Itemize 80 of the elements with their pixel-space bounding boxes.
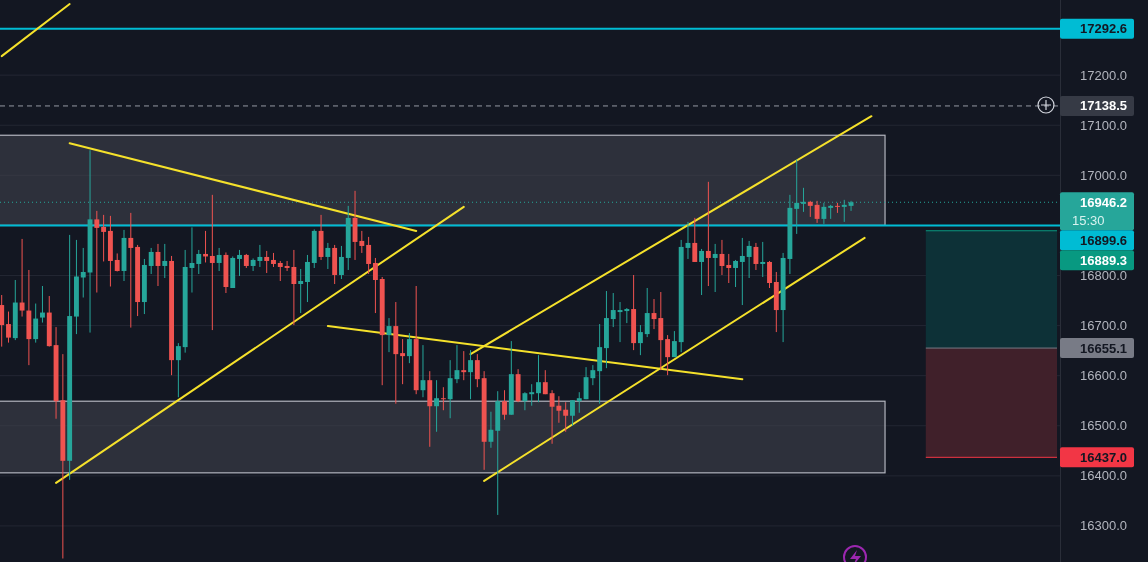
candlestick: [196, 249, 202, 275]
candlestick: [563, 401, 569, 433]
y-tick-label: 17000.0: [1080, 167, 1127, 183]
candlestick: [753, 242, 759, 271]
candlestick: [216, 247, 222, 272]
candlestick: [529, 383, 535, 407]
candlestick: [80, 247, 86, 299]
candlestick: [400, 338, 406, 385]
ref-line-label: 16899.6: [1080, 232, 1127, 248]
candlestick: [148, 247, 154, 275]
candlestick: [665, 334, 671, 376]
candlestick: [726, 253, 732, 284]
candlestick: [264, 250, 270, 274]
y-tick-label: 16500.0: [1080, 418, 1127, 434]
candlestick: [739, 237, 745, 306]
candlestick: [610, 292, 616, 328]
candlestick: [0, 294, 5, 348]
y-tick-label: 16800.0: [1080, 268, 1127, 284]
candlestick: [237, 249, 242, 277]
candlestick: [522, 391, 528, 411]
candlestick: [19, 238, 25, 318]
candlestick: [33, 303, 39, 344]
y-tick-label: 16400.0: [1080, 468, 1127, 484]
candlestick: [175, 342, 181, 398]
ref-line-label: 17292.6: [1080, 21, 1127, 37]
candlestick: [488, 411, 494, 449]
candlestick: [298, 268, 304, 314]
candlestick: [644, 287, 650, 338]
candlestick: [570, 399, 575, 427]
candlestick: [814, 200, 820, 224]
candlestick: [305, 254, 310, 303]
candlestick: [705, 181, 711, 287]
ref-line-label: 16889.3: [1080, 252, 1127, 268]
candlestick: [6, 311, 11, 344]
candlestick: [468, 349, 473, 400]
candlestick: [536, 354, 541, 403]
candlestick: [447, 359, 453, 419]
candlestick: [366, 236, 372, 275]
candlestick: [637, 324, 643, 356]
candlestick: [162, 243, 168, 279]
candlestick: [372, 257, 378, 314]
y-tick-label: 17100.0: [1080, 117, 1127, 133]
y-tick-label: 17200.0: [1080, 67, 1127, 83]
candlestick: [434, 379, 440, 433]
candlestick: [101, 214, 107, 262]
candlestick: [712, 243, 718, 293]
candlestick: [542, 369, 548, 395]
candlestick: [835, 202, 840, 214]
candlestick: [576, 391, 582, 414]
candlestick: [733, 259, 738, 288]
ref-line-label: 16946.2: [1080, 194, 1127, 210]
candlestick: [692, 217, 698, 263]
ref-line-label: 16655.1: [1080, 340, 1127, 356]
candlestick: [699, 248, 705, 296]
y-tick-label: 16600.0: [1080, 368, 1127, 384]
candlestick: [359, 230, 365, 254]
y-tick-label: 16700.0: [1080, 318, 1127, 334]
candlestick: [94, 210, 100, 294]
candlestick: [440, 386, 446, 411]
candlestick: [502, 389, 507, 421]
candlestick: [746, 240, 752, 279]
ref-line-label: 16437.0: [1080, 449, 1127, 465]
candlestick: [767, 260, 772, 289]
candlestick: [40, 285, 45, 324]
y-tick-label: 16300.0: [1080, 518, 1127, 534]
candlestick: [461, 350, 467, 381]
ref-line-label: 17138.5: [1080, 98, 1127, 114]
candlestick: [277, 260, 283, 282]
candlestick: [406, 332, 412, 364]
candlestick: [794, 158, 800, 235]
candlestick: [339, 245, 344, 280]
candlestick: [841, 199, 847, 223]
candlestick: [760, 241, 766, 278]
candlestick: [671, 330, 677, 358]
text: 15:30: [1072, 212, 1105, 228]
candlestick: [128, 212, 134, 329]
candlestick: [325, 242, 331, 270]
candlestick: [209, 194, 215, 331]
candlestick: [658, 291, 664, 371]
candlestick: [474, 353, 480, 388]
